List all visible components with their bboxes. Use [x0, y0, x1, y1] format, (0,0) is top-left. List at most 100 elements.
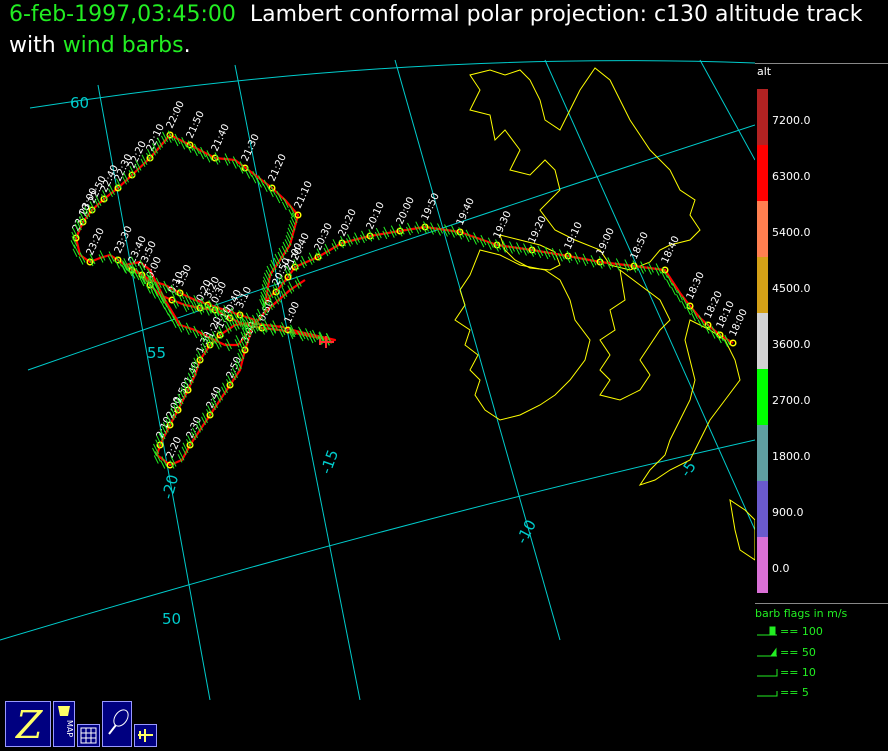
wind-barb: [156, 137, 163, 150]
track-marker: [114, 256, 122, 264]
wind-barb: [367, 229, 375, 242]
color-swatch: [757, 537, 768, 593]
wind-barb: [217, 326, 225, 339]
wind-barb: [374, 227, 382, 241]
track-time-label: 20:30: [313, 221, 335, 252]
legend-level: 7200.0: [772, 114, 811, 127]
wind-barb: [281, 197, 289, 211]
wind-barb: [199, 146, 207, 160]
barb-key-item: == 10: [780, 666, 816, 679]
wind-barb: [129, 256, 137, 270]
wind-barb: [414, 221, 422, 234]
wind-barb: [245, 166, 253, 179]
track-time-label: 22:00: [165, 99, 187, 130]
aircraft-button[interactable]: [134, 724, 157, 747]
wind-barb: [353, 232, 360, 245]
wind-barb: [704, 321, 712, 334]
meridian-line: [394, 59, 561, 641]
wind-barb: [406, 222, 413, 236]
wind-barb: [146, 281, 153, 294]
wind-barb: [225, 338, 232, 352]
wind-barb: [557, 249, 565, 262]
wind-barb: [457, 227, 465, 240]
wind-barb: [222, 305, 230, 318]
title-wind-barbs: wind barbs: [62, 33, 184, 58]
probe-button[interactable]: [102, 701, 132, 747]
color-swatch: [757, 145, 768, 201]
wind-barb: [304, 328, 311, 341]
barb-key-item: == 5: [780, 686, 809, 699]
lat-label: 50: [162, 610, 181, 628]
track-time-label: 19:50: [420, 191, 442, 222]
wind-barb: [691, 308, 698, 322]
wind-barb: [160, 456, 168, 469]
wind-barb: [565, 250, 573, 264]
wind-barb: [78, 252, 86, 265]
wind-barb: [238, 161, 246, 174]
wind-barb: [275, 190, 283, 204]
wind-barb: [154, 277, 162, 291]
wind-barb: [464, 229, 472, 243]
title-with: with: [9, 33, 56, 58]
parallel-line: [0, 439, 755, 641]
wind-barb: [169, 456, 177, 469]
wind-barb: [288, 326, 296, 340]
wind-barb: [261, 303, 269, 316]
wind-barb: [176, 393, 184, 407]
wind-barb: [543, 246, 551, 260]
track-time-label: 20:10: [365, 200, 387, 231]
track-time-label: 21:40: [210, 122, 232, 153]
track-marker: [729, 339, 737, 347]
color-scale: [757, 89, 768, 593]
wind-barb: [159, 291, 167, 304]
wind-barb: [666, 275, 673, 288]
wind-barb: [108, 184, 115, 198]
wind-barb: [254, 318, 262, 331]
wind-barb: [623, 259, 631, 272]
zeb-logo-button[interactable]: Z: [5, 701, 51, 747]
wind-barb: [83, 206, 91, 220]
wind-barb: [196, 420, 203, 433]
wind-barb: [164, 303, 172, 316]
wind-barb: [614, 258, 622, 271]
map-canvas[interactable]: 60 55 50 -20 -15 -10 -5 18:0018:1018:201…: [0, 0, 755, 700]
wind-barb: [207, 300, 215, 313]
wind-barb: [216, 390, 223, 403]
wind-barb: [479, 234, 487, 248]
coast-scotland: [469, 67, 701, 271]
wind-barb: [654, 263, 662, 276]
wind-barb: [192, 143, 200, 157]
wind-barb: [207, 333, 215, 347]
wind-barb: [278, 274, 286, 288]
wind-barb: [450, 225, 457, 238]
grid-button[interactable]: [77, 724, 100, 747]
wind-barb: [346, 234, 353, 247]
wind-barb: [201, 412, 208, 426]
wind-barb: [589, 255, 597, 268]
wind-barb: [486, 237, 494, 250]
wind-barb: [686, 302, 693, 316]
lon-label: -20: [158, 473, 182, 501]
wind-barb: [179, 387, 187, 400]
wind-barb: [515, 242, 522, 255]
wind-barb: [204, 303, 212, 316]
barb-100-icon: [757, 626, 777, 636]
wind-barb: [166, 130, 174, 143]
wind-barb: [280, 286, 288, 300]
barb-key-item: == 50: [780, 646, 816, 659]
racquet-icon: [108, 709, 129, 735]
wind-barb: [284, 235, 292, 248]
wind-barb: [292, 259, 300, 272]
wind-barb: [268, 184, 276, 198]
track-time-label: 19:00: [595, 226, 617, 257]
wind-barb: [261, 280, 269, 293]
wind-barb: [182, 299, 190, 313]
wind-barb: [181, 442, 189, 456]
wind-barb: [716, 330, 724, 344]
map-icon: MAP: [58, 706, 74, 737]
wind-barb: [237, 348, 245, 362]
wind-barb: [231, 156, 239, 169]
map-button[interactable]: MAP: [53, 701, 75, 747]
wind-barb: [223, 153, 231, 166]
wind-barb: [501, 240, 508, 253]
